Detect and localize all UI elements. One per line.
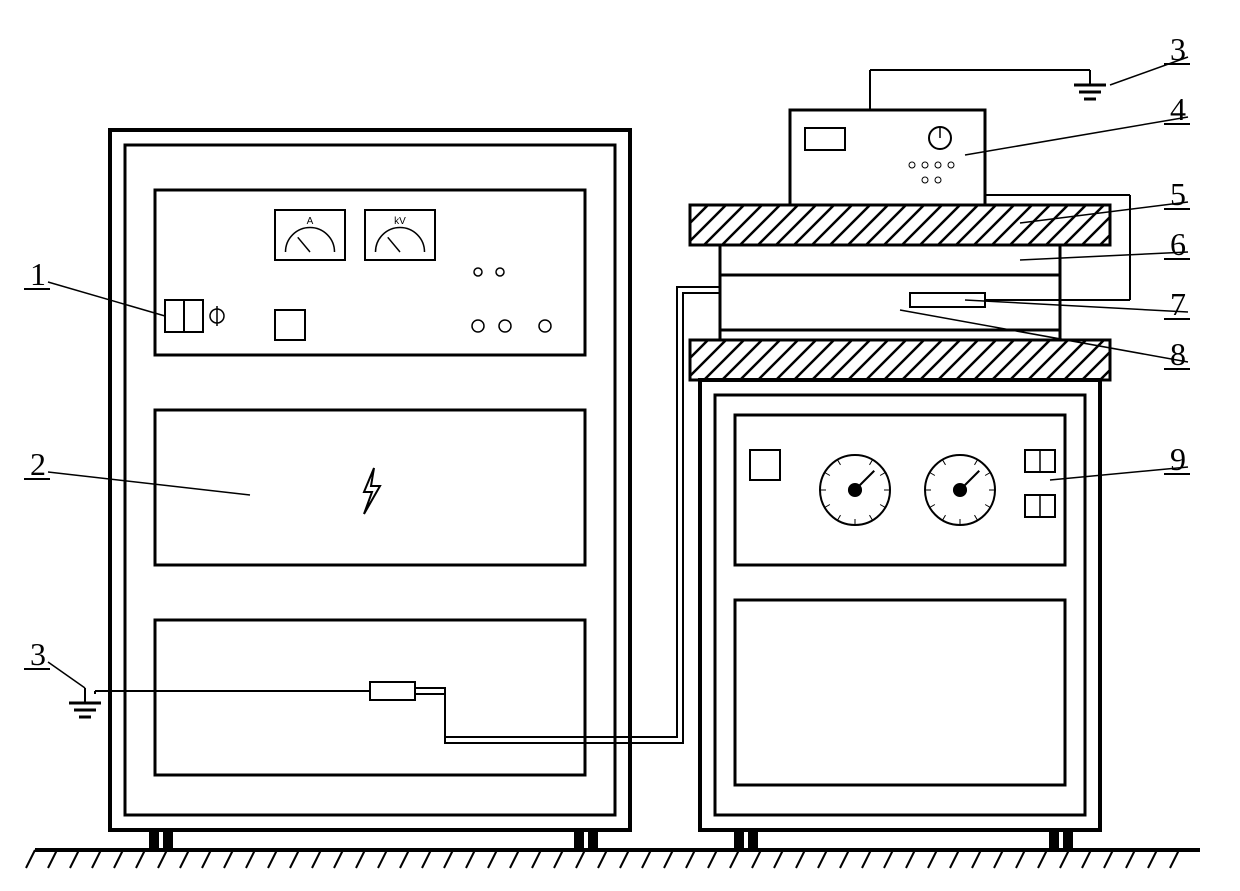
svg-text:4: 4 bbox=[1170, 91, 1186, 127]
svg-text:2: 2 bbox=[30, 446, 46, 482]
svg-text:A: A bbox=[307, 216, 314, 227]
svg-text:9: 9 bbox=[1170, 441, 1186, 477]
svg-text:kV: kV bbox=[394, 216, 406, 227]
svg-text:1: 1 bbox=[30, 256, 46, 292]
svg-text:3: 3 bbox=[1170, 31, 1186, 67]
svg-text:6: 6 bbox=[1170, 226, 1186, 262]
svg-text:8: 8 bbox=[1170, 336, 1186, 372]
svg-text:7: 7 bbox=[1170, 286, 1186, 322]
svg-text:3: 3 bbox=[30, 636, 46, 672]
svg-text:5: 5 bbox=[1170, 176, 1186, 212]
